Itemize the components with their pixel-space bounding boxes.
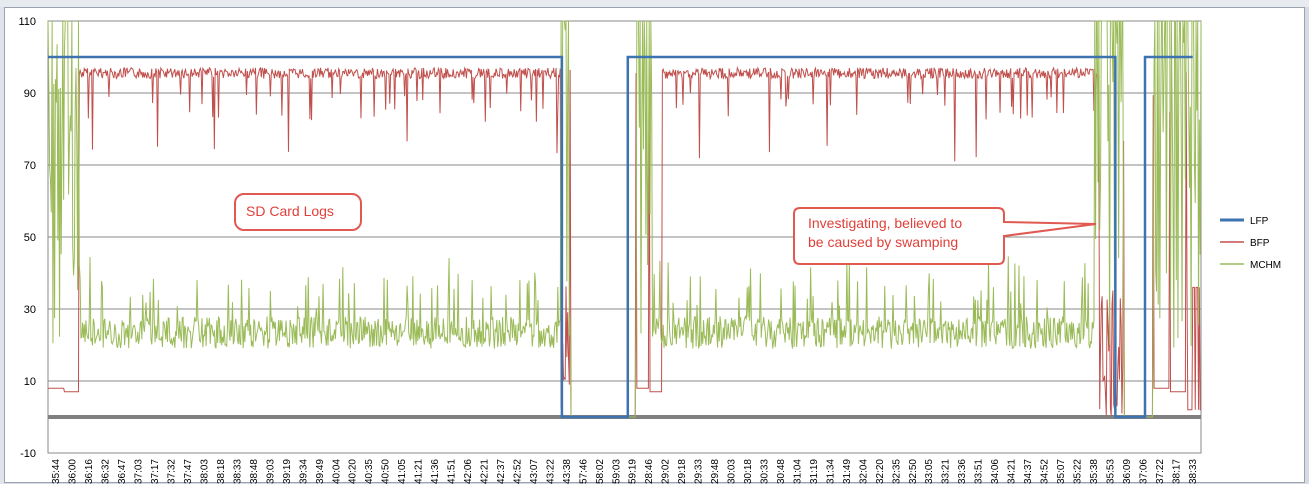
x-tick-label: 18:40:04 <box>331 459 342 484</box>
x-tick-label: 19:37:22 <box>1155 459 1166 484</box>
x-tick-label: 18:36:32 <box>101 459 112 484</box>
x-tick-label: 18:38:48 <box>249 459 260 484</box>
x-tick-label: 18:43:22 <box>545 459 556 484</box>
x-tick-label: 19:31:19 <box>809 459 820 484</box>
y-tick-label: 30 <box>24 304 36 316</box>
x-tick-label: 18:42:21 <box>479 459 490 484</box>
x-axis: 18:35:44 18:36:00 18:36:16 18:36:32 18:36:47… <box>51 459 1199 484</box>
x-tick-label: 18:42:06 <box>463 459 474 484</box>
x-tick-label: 19:34:37 <box>1023 459 1034 484</box>
x-tick-label: 19:32:35 <box>891 459 902 484</box>
callout-swamping-box <box>793 207 1097 265</box>
x-tick-label: 19:33:36 <box>957 459 968 484</box>
x-tick-label: 19:35:53 <box>1105 459 1116 484</box>
x-tick-label: 19:34:06 <box>990 459 1001 484</box>
x-tick-label: 19:33:05 <box>924 459 935 484</box>
x-tick-label: 19:30:33 <box>760 459 771 484</box>
x-tick-label: 18:39:03 <box>265 459 276 484</box>
x-tick-label: 18:41:21 <box>414 459 425 484</box>
x-tick-label: 18:42:37 <box>496 459 507 484</box>
window-left-strip <box>0 7 4 484</box>
y-axis: 110 90 70 50 30 10 -10 <box>18 16 36 460</box>
x-tick-label: 19:35:07 <box>1056 459 1067 484</box>
callout-swamping-text: Investigating, believed to <box>808 215 962 231</box>
x-tick-label: 19:29:48 <box>710 459 721 484</box>
x-tick-label: 18:36:16 <box>84 459 95 484</box>
window-top-strip <box>0 0 1309 7</box>
y-tick-label: 90 <box>24 88 36 100</box>
x-tick-label: 19:28:46 <box>644 459 655 484</box>
y-tick-label: 50 <box>24 232 36 244</box>
x-tick-label: 19:38:33 <box>1188 459 1199 484</box>
x-tick-label: 18:43:07 <box>529 459 540 484</box>
x-tick-label: 19:32:04 <box>858 459 869 484</box>
x-tick-label: 18:37:17 <box>150 459 161 484</box>
x-tick-label: 18:40:50 <box>381 459 392 484</box>
x-tick-label: 19:31:49 <box>842 459 853 484</box>
x-tick-label: 19:31:04 <box>792 459 803 484</box>
y-tick-label: -10 <box>20 448 36 460</box>
x-tick-label: 18:40:35 <box>364 459 375 484</box>
x-tick-label: 18:43:38 <box>562 459 573 484</box>
x-tick-label: 19:30:48 <box>776 459 787 484</box>
x-tick-label: 18:39:49 <box>315 459 326 484</box>
y-tick-label: 70 <box>24 160 36 172</box>
x-tick-label: 19:29:33 <box>694 459 705 484</box>
x-tick-label: 18:41:51 <box>447 459 458 484</box>
callout-swamping-text: be caused by swamping <box>808 234 958 250</box>
x-tick-label: 19:32:50 <box>908 459 919 484</box>
x-tick-label: 18:40:20 <box>348 459 359 484</box>
x-tick-label: 18:38:03 <box>199 459 210 484</box>
x-tick-label: 18:37:47 <box>183 459 194 484</box>
legend-label-mchm: MCHM <box>1250 260 1281 271</box>
y-tick-label: 10 <box>24 376 36 388</box>
x-tick-label: 19:34:21 <box>1007 459 1018 484</box>
callout-sd-card-text: SD Card Logs <box>246 203 334 219</box>
x-tick-label: 18:37:32 <box>167 459 178 484</box>
x-tick-label: 19:38:17 <box>1171 459 1182 484</box>
x-tick-label: 19:31:34 <box>825 459 836 484</box>
x-tick-label: 18:35:44 <box>51 459 62 484</box>
series-lfp-line <box>48 55 1193 419</box>
x-tick-label: 18:36:47 <box>117 459 128 484</box>
x-tick-label: 19:29:02 <box>661 459 672 484</box>
x-tick-label: 19:29:18 <box>677 459 688 484</box>
x-tick-label: 18:37:03 <box>134 459 145 484</box>
x-tick-label: 19:30:03 <box>727 459 738 484</box>
annotations: SD Card Logs Investigating, believed to be… <box>234 193 1097 265</box>
legend-label-lfp: LFP <box>1250 216 1269 227</box>
x-tick-label: 18:38:33 <box>232 459 243 484</box>
x-tick-label: 18:36:00 <box>68 459 79 484</box>
chart-area[interactable] <box>4 7 1305 483</box>
x-tick-label: 19:33:21 <box>941 459 952 484</box>
x-tick-label: 19:35:22 <box>1072 459 1083 484</box>
x-tick-label: 18:38:18 <box>216 459 227 484</box>
x-tick-label: 19:32:20 <box>875 459 886 484</box>
x-tick-label: 19:35:38 <box>1089 459 1100 484</box>
x-tick-label: 18:59:03 <box>611 459 622 484</box>
x-tick-label: 18:58:02 <box>595 459 606 484</box>
callout-sd-card-box <box>234 193 362 231</box>
series-bfp-line <box>48 65 1201 418</box>
x-tick-label: 18:59:19 <box>628 459 639 484</box>
x-tick-label: 18:42:52 <box>512 459 523 484</box>
y-tick-label: 110 <box>18 16 36 28</box>
x-tick-label: 19:30:18 <box>743 459 754 484</box>
x-tick-label: 18:39:34 <box>298 459 309 484</box>
legend: LFP BFP MCHM <box>1220 216 1281 271</box>
x-tick-label: 19:36:09 <box>1122 459 1133 484</box>
legend-label-bfp: BFP <box>1250 238 1270 249</box>
x-tick-label: 19:33:51 <box>974 459 985 484</box>
series-group <box>47 20 1202 419</box>
x-tick-label: 18:41:36 <box>430 459 441 484</box>
x-tick-label: 19:34:52 <box>1040 459 1051 484</box>
x-tick-label: 18:41:05 <box>397 459 408 484</box>
x-tick-label: 18:57:46 <box>578 459 589 484</box>
x-tick-label: 19:37:06 <box>1138 459 1149 484</box>
x-tick-label: 18:39:19 <box>282 459 293 484</box>
